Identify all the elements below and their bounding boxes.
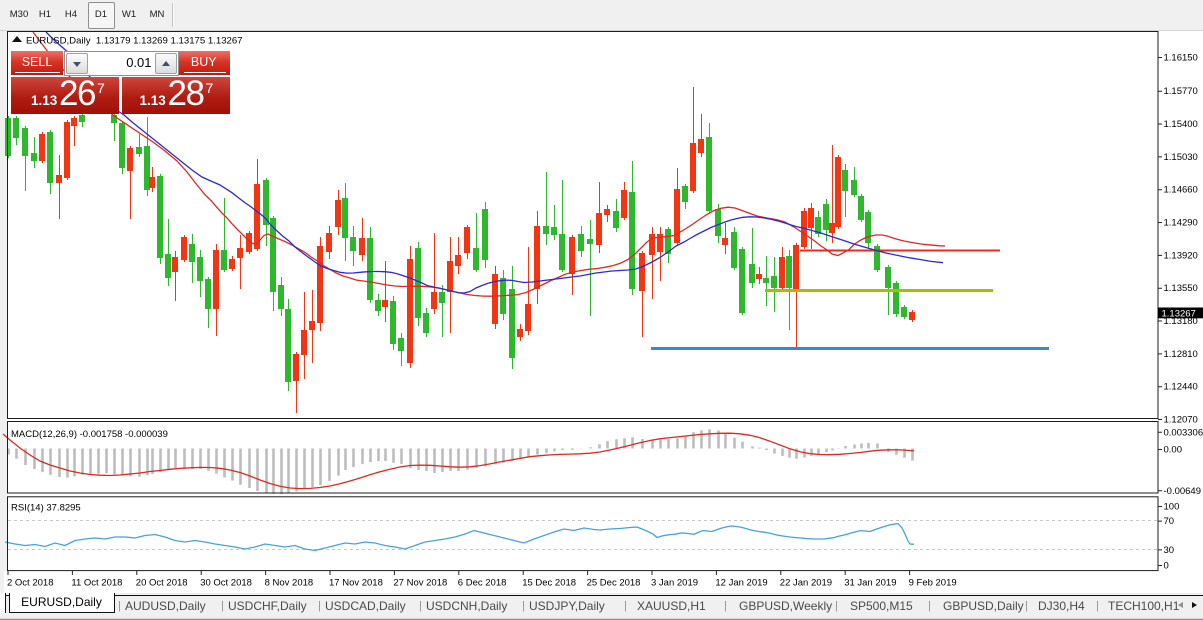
svg-text:RSI(14) 37.8295: RSI(14) 37.8295 <box>11 503 81 514</box>
svg-text:1.15400: 1.15400 <box>1164 119 1198 130</box>
svg-text:17 Nov 2018: 17 Nov 2018 <box>329 578 383 589</box>
svg-text:2 Oct 2018: 2 Oct 2018 <box>7 578 53 589</box>
svg-text:1.12810: 1.12810 <box>1164 349 1198 360</box>
svg-text:6 Dec 2018: 6 Dec 2018 <box>458 578 507 589</box>
svg-text:MACD(12,26,9) -0.001758 -0.000: MACD(12,26,9) -0.001758 -0.000039 <box>11 429 168 440</box>
svg-text:70: 70 <box>1164 516 1175 527</box>
svg-text:1.12440: 1.12440 <box>1164 382 1198 393</box>
svg-text:12 Jan 2019: 12 Jan 2019 <box>715 578 767 589</box>
svg-text:9 Feb 2019: 9 Feb 2019 <box>909 578 957 589</box>
svg-text:27 Nov 2018: 27 Nov 2018 <box>393 578 447 589</box>
svg-text:25 Dec 2018: 25 Dec 2018 <box>587 578 641 589</box>
svg-text:1.15770: 1.15770 <box>1164 86 1198 97</box>
svg-text:1.14660: 1.14660 <box>1164 185 1198 196</box>
svg-text:0: 0 <box>1164 561 1169 572</box>
svg-text:11 Oct 2018: 11 Oct 2018 <box>71 578 122 589</box>
svg-text:31 Jan 2019: 31 Jan 2019 <box>844 578 896 589</box>
svg-text:1.13550: 1.13550 <box>1164 283 1198 294</box>
svg-text:1.14290: 1.14290 <box>1164 218 1198 229</box>
svg-text:1.15030: 1.15030 <box>1164 152 1198 163</box>
svg-text:1.13180: 1.13180 <box>1164 316 1198 327</box>
svg-text:1.13920: 1.13920 <box>1164 250 1198 261</box>
svg-text:22 Jan 2019: 22 Jan 2019 <box>780 578 832 589</box>
svg-text:30 Oct 2018: 30 Oct 2018 <box>200 578 252 589</box>
svg-text:20 Oct 2018: 20 Oct 2018 <box>136 578 188 589</box>
svg-text:-0.00649: -0.00649 <box>1164 486 1202 497</box>
svg-text:0.003306: 0.003306 <box>1164 427 1203 438</box>
svg-text:8 Nov 2018: 8 Nov 2018 <box>265 578 314 589</box>
svg-text:100: 100 <box>1164 502 1180 513</box>
svg-text:1.12070: 1.12070 <box>1164 415 1198 426</box>
svg-text:30: 30 <box>1164 545 1175 556</box>
svg-text:1.16150: 1.16150 <box>1164 53 1198 64</box>
svg-text:0.00: 0.00 <box>1164 445 1183 456</box>
svg-text:1.13267: 1.13267 <box>1162 309 1196 320</box>
svg-text:3 Jan 2019: 3 Jan 2019 <box>651 578 698 589</box>
svg-text:EURUSD,Daily 1.13179 1.13269: EURUSD,Daily 1.13179 1.13269 1.13175 1.1… <box>26 36 243 47</box>
svg-text:15 Dec 2018: 15 Dec 2018 <box>522 578 576 589</box>
